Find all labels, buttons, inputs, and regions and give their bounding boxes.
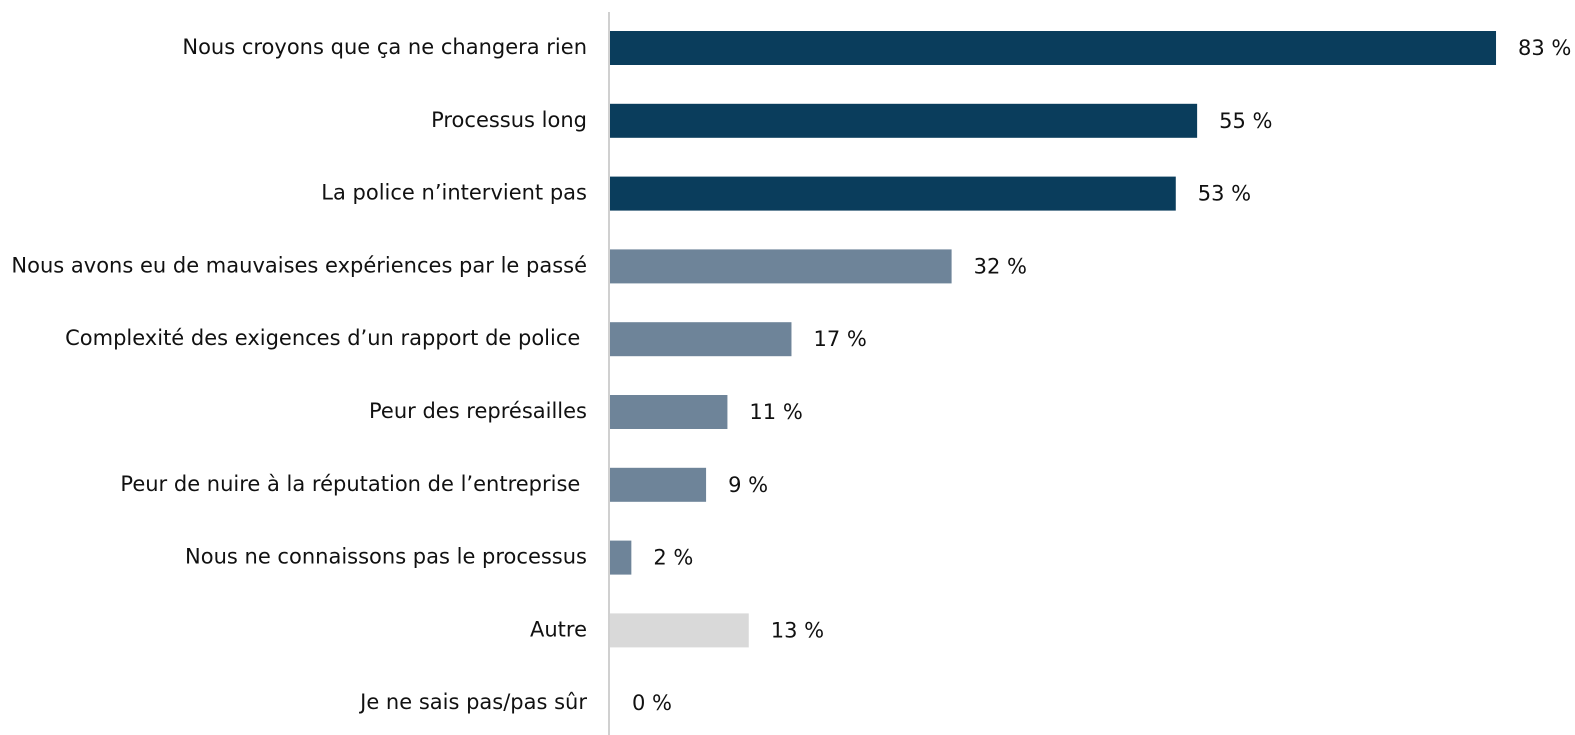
bar (610, 467, 707, 502)
bar (610, 176, 1176, 211)
category-label: Nous ne connaissons pas le processus (185, 545, 587, 569)
bar (610, 322, 792, 357)
data-label: 53 % (1198, 182, 1251, 206)
bar (610, 31, 1497, 65)
data-label: 32 % (974, 254, 1027, 278)
category-label: Peur des représailles (369, 399, 587, 423)
data-label: 55 % (1219, 109, 1272, 133)
bar (610, 395, 728, 429)
bar (610, 249, 952, 284)
category-label: Processus long (431, 108, 587, 132)
category-label: Nous avons eu de mauvaises expériences p… (11, 253, 587, 277)
bar (610, 540, 632, 575)
data-label: 9 % (728, 473, 768, 497)
data-label: 11 % (749, 400, 802, 424)
data-label: 0 % (632, 691, 672, 715)
data-label: 13 % (771, 618, 824, 642)
category-label: Nous croyons que ça ne changera rien (182, 35, 587, 59)
category-label: La police n’intervient pas (321, 181, 587, 205)
category-label: Complexité des exigences d’un rapport de… (65, 326, 587, 350)
data-label: 17 % (813, 327, 866, 351)
category-label: Autre (530, 617, 587, 641)
data-label: 83 % (1518, 36, 1571, 60)
bar (610, 613, 749, 648)
category-label: Peur de nuire à la réputation de l’entre… (120, 472, 587, 496)
category-label: Je ne sais pas/pas sûr (358, 690, 587, 714)
data-label: 2 % (653, 546, 693, 570)
bar (610, 103, 1198, 138)
